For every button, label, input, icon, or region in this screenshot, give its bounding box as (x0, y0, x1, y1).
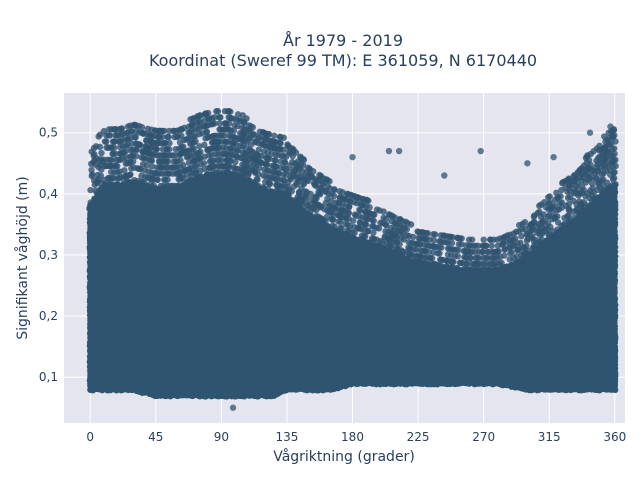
point-layer (86, 108, 619, 411)
